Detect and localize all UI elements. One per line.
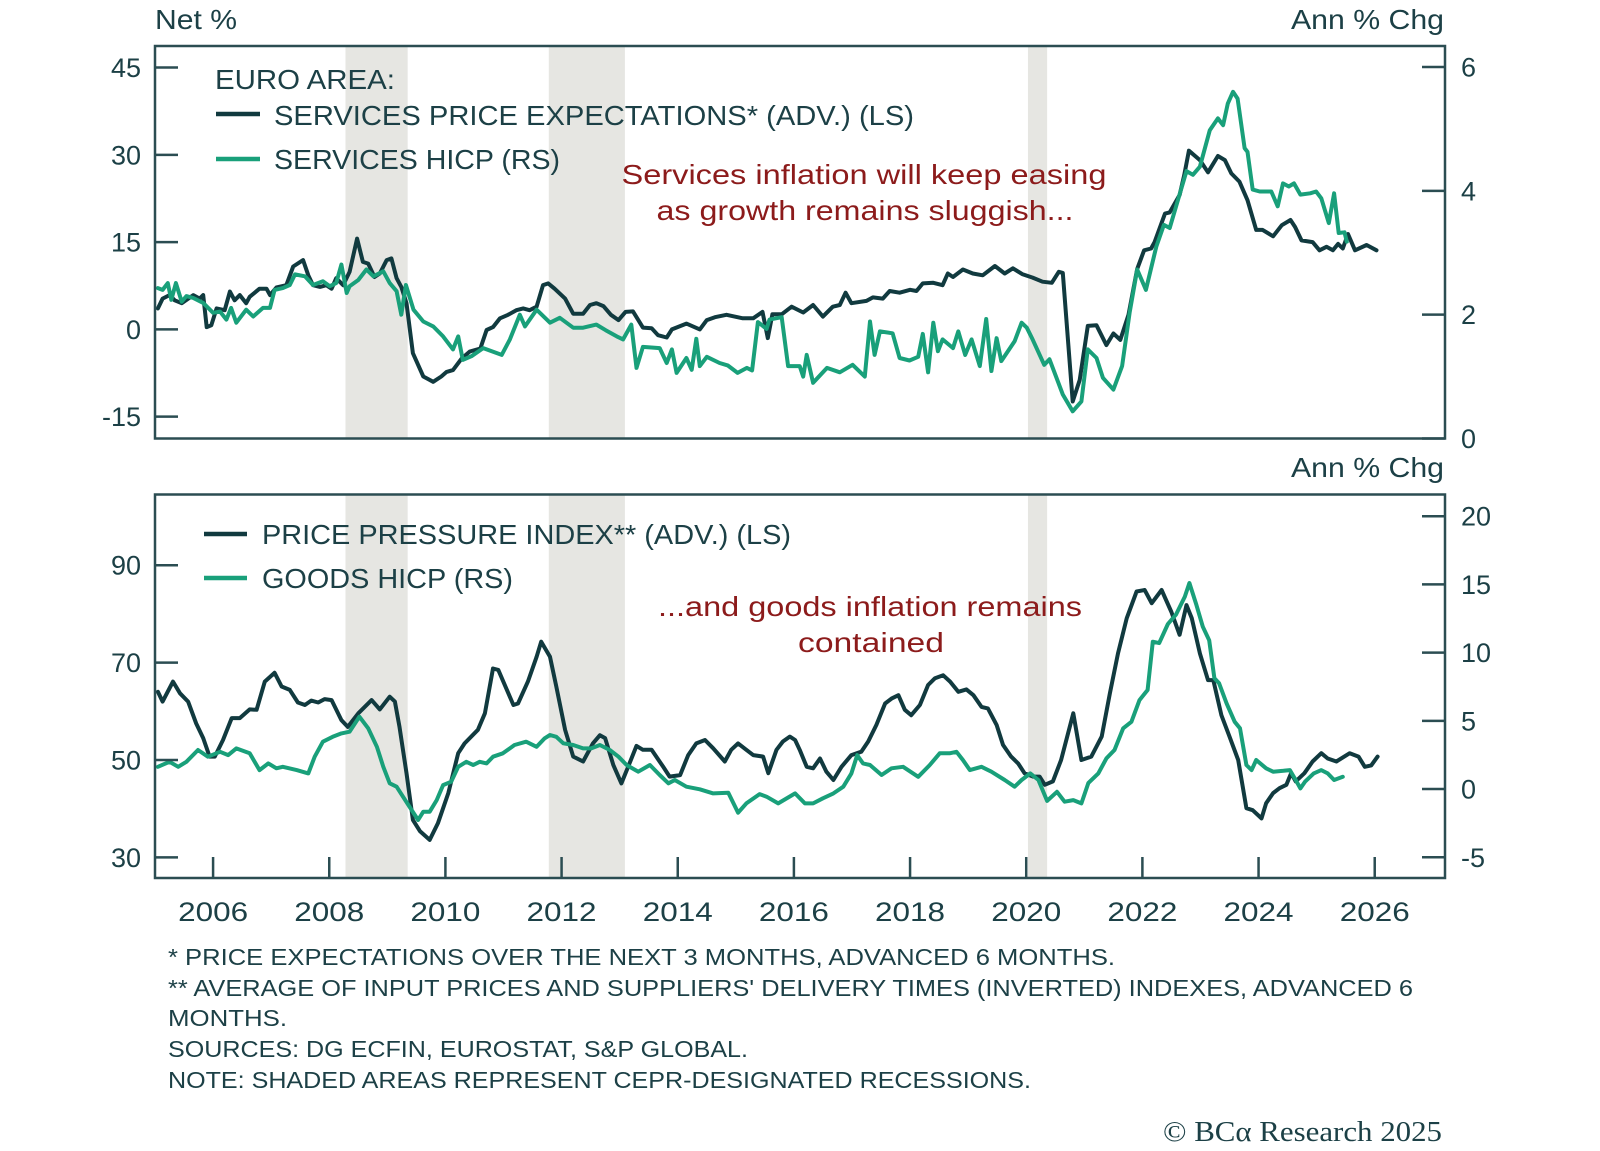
x-axis-tick-label: 2012 bbox=[527, 897, 597, 927]
x-axis-tick-label: 2024 bbox=[1224, 897, 1294, 927]
right-axis-tick-label: 15 bbox=[1461, 570, 1491, 600]
bottom-panel-frame bbox=[153, 493, 1447, 880]
left-axis-tick-label: 70 bbox=[111, 648, 141, 678]
series-line-services-price-expectations-adv-ls bbox=[155, 148, 1379, 404]
legend-label-goods-hicp: GOODS HICP (RS) bbox=[262, 563, 513, 594]
x-axis-tick-label: 2020 bbox=[991, 897, 1061, 927]
recession-band bbox=[548, 46, 625, 439]
top-panel-axes: 45 30 15 0 -15 6 4 2 0 bbox=[102, 53, 1476, 454]
top-annotation-line-2: as growth remains sluggish... bbox=[657, 195, 1074, 226]
right-axis-tick-label: 6 bbox=[1461, 53, 1476, 83]
left-axis-tick-label: 30 bbox=[111, 140, 141, 170]
footnote-note: NOTE: SHADED AREAS REPRESENT CEPR-DESIGN… bbox=[168, 1067, 1031, 1093]
series-line-goods-hicp-rs bbox=[155, 581, 1345, 822]
bottom-annotation-line-2: contained bbox=[798, 627, 944, 658]
legend-title: EURO AREA: bbox=[215, 64, 395, 95]
x-axis-tick-label: 2010 bbox=[410, 897, 480, 927]
right-axis-tick-label: 4 bbox=[1461, 176, 1476, 206]
copyright: © BCα Research 2025 bbox=[1163, 1117, 1442, 1148]
top-legend: EURO AREA: SERVICES PRICE EXPECTATIONS* … bbox=[215, 64, 914, 175]
x-axis-tick-label: 2022 bbox=[1107, 897, 1177, 927]
recession-band bbox=[1027, 494, 1048, 878]
top-right-axis-title: Ann % Chg bbox=[1291, 4, 1444, 35]
left-axis-tick-label: 15 bbox=[111, 228, 141, 258]
footnote-2: ** AVERAGE OF INPUT PRICES AND SUPPLIERS… bbox=[168, 975, 1413, 1001]
right-axis-tick-label: 10 bbox=[1461, 638, 1491, 668]
x-axis: 2006 2008 2010 2012 2014 2016 2018 2020 2022 2024… bbox=[178, 857, 1410, 927]
series-line-price-pressure-index-adv-ls bbox=[155, 588, 1380, 842]
x-axis-tick-label: 2026 bbox=[1340, 897, 1410, 927]
left-axis-tick-label: 45 bbox=[111, 53, 141, 83]
footnote-sources: SOURCES: DG ECFIN, EUROSTAT, S&P GLOBAL. bbox=[168, 1036, 748, 1062]
left-axis-tick-label: 30 bbox=[111, 843, 141, 873]
recession-band bbox=[345, 494, 408, 878]
bottom-right-axis-title: Ann % Chg bbox=[1291, 452, 1444, 483]
series-line-services-hicp-rs bbox=[155, 89, 1349, 414]
legend-label-services-hicp: SERVICES HICP (RS) bbox=[274, 144, 560, 175]
x-axis-tick-label: 2014 bbox=[643, 897, 713, 927]
right-axis-tick-label: -5 bbox=[1461, 843, 1485, 873]
recession-band bbox=[548, 494, 625, 878]
footnote-2-continued: MONTHS. bbox=[168, 1005, 287, 1031]
left-axis-tick-label: 0 bbox=[126, 315, 141, 345]
bottom-panel-series bbox=[155, 581, 1380, 842]
footnote-1: * PRICE EXPECTATIONS OVER THE NEXT 3 MON… bbox=[168, 944, 1115, 970]
right-axis-tick-label: 2 bbox=[1461, 300, 1476, 330]
legend-label-services-price-expectations: SERVICES PRICE EXPECTATIONS* (ADV.) (LS) bbox=[274, 100, 914, 131]
left-axis-tick-label: 90 bbox=[111, 551, 141, 581]
top-annotation-line-1: Services inflation will keep easing bbox=[622, 159, 1107, 190]
top-left-axis-title: Net % bbox=[155, 4, 237, 35]
bottom-annotation-line-1: ...and goods inflation remains bbox=[658, 591, 1082, 622]
top-panel-series bbox=[155, 89, 1379, 414]
right-axis-tick-label: 20 bbox=[1461, 502, 1491, 532]
footnotes: * PRICE EXPECTATIONS OVER THE NEXT 3 MON… bbox=[168, 944, 1413, 1093]
left-axis-tick-label: -15 bbox=[102, 402, 141, 432]
right-axis-tick-label: 0 bbox=[1461, 424, 1476, 454]
x-axis-tick-label: 2018 bbox=[875, 897, 945, 927]
x-axis-tick-label: 2008 bbox=[294, 897, 364, 927]
x-axis-tick-label: 2006 bbox=[178, 897, 248, 927]
right-axis-tick-label: 0 bbox=[1461, 775, 1476, 805]
recession-band bbox=[1027, 46, 1048, 439]
right-axis-tick-label: 5 bbox=[1461, 706, 1476, 736]
x-axis-tick-label: 2016 bbox=[759, 897, 829, 927]
legend-label-price-pressure-index: PRICE PRESSURE INDEX** (ADV.) (LS) bbox=[262, 519, 791, 550]
left-axis-tick-label: 50 bbox=[111, 746, 141, 776]
bottom-legend: PRICE PRESSURE INDEX** (ADV.) (LS) GOODS… bbox=[204, 519, 791, 594]
